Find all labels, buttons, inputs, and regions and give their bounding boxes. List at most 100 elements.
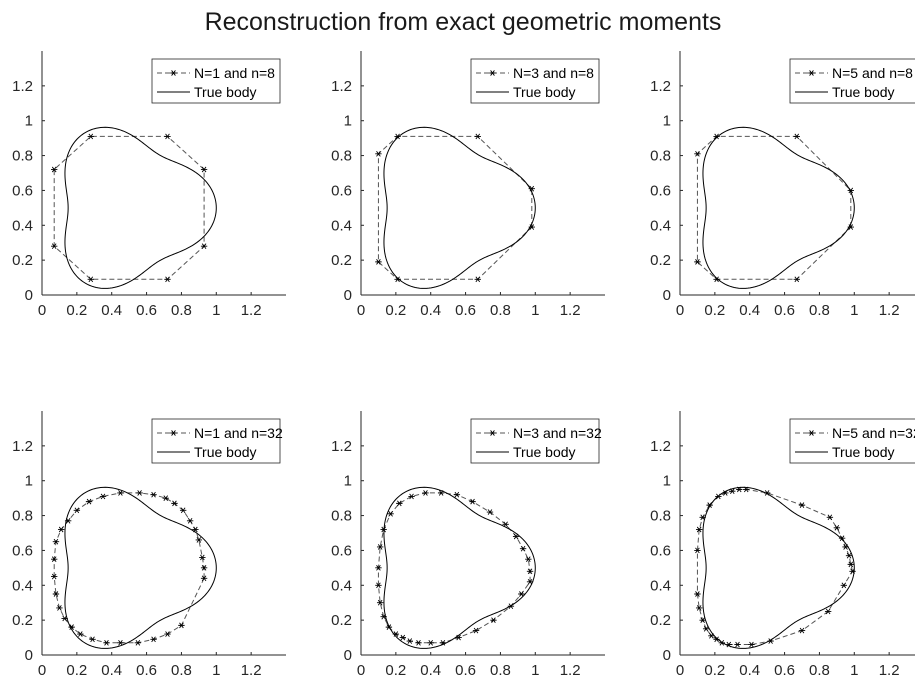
y-tick-label: 1 bbox=[25, 473, 33, 490]
y-tick-label: 0 bbox=[663, 647, 671, 664]
reconstruction-point bbox=[375, 565, 382, 571]
reconstruction-point bbox=[117, 490, 124, 496]
legend: N=5 and n=32 True body bbox=[789, 418, 915, 464]
y-tick-label: 0.8 bbox=[650, 148, 671, 165]
reconstruction-point bbox=[87, 133, 94, 140]
reconstruction-point bbox=[51, 573, 58, 580]
reconstruction-line bbox=[696, 488, 854, 646]
reconstruction-point bbox=[422, 490, 429, 496]
y-tick-label: 1.2 bbox=[331, 78, 352, 95]
y-tick-label: 0.6 bbox=[331, 182, 352, 199]
reconstruction-point bbox=[87, 276, 94, 283]
x-tick-label: 1.2 bbox=[241, 662, 262, 679]
y-tick-label: 0.2 bbox=[331, 612, 352, 629]
subplot-4: 0 0.2 0.4 0.6 0.8 1 1.2 0 0.2 0.4 0.6 0.8 1 1.2 N=1 an… bbox=[12, 411, 286, 679]
reconstruction-point bbox=[51, 556, 58, 562]
legend-label: N=5 and n=32 bbox=[832, 425, 915, 441]
reconstruction-point bbox=[694, 150, 701, 157]
reconstruction-point bbox=[375, 582, 382, 589]
reconstruction-point bbox=[408, 493, 415, 500]
y-tick-label: 1 bbox=[344, 113, 352, 130]
y-tick-label: 1.2 bbox=[12, 78, 33, 95]
reconstruction-point bbox=[171, 500, 178, 507]
legend-label: N=5 and n=8 bbox=[832, 65, 913, 81]
x-tick-label: 0 bbox=[357, 302, 365, 319]
subplot-1: 0 0.2 0.4 0.6 0.8 1 1.2 0 0.2 0.4 0.6 0.8 1 1.2 N=1 an… bbox=[12, 51, 286, 319]
reconstruction-point bbox=[164, 631, 171, 637]
y-tick-label: 1.2 bbox=[331, 438, 352, 455]
y-tick-label: 0.4 bbox=[331, 577, 352, 594]
y-tick-label: 0 bbox=[663, 287, 671, 304]
x-tick-label: 1 bbox=[850, 302, 858, 319]
reconstruction-point bbox=[162, 495, 169, 501]
reconstruction-point bbox=[200, 565, 208, 571]
y-tick-label: 1 bbox=[663, 473, 671, 490]
true-body-line bbox=[64, 126, 217, 289]
reconstruction-point bbox=[699, 617, 706, 623]
reconstruction-point bbox=[376, 599, 384, 606]
legend-label: N=3 and n=8 bbox=[513, 65, 594, 81]
reconstruction-point bbox=[56, 605, 63, 611]
reconstruction-point bbox=[793, 133, 800, 140]
reconstruction-point bbox=[199, 554, 206, 561]
reconstruction-point bbox=[376, 544, 384, 550]
reconstruction-point bbox=[427, 639, 434, 646]
legend: N=3 and n=8 True body bbox=[470, 58, 600, 104]
x-tick-label: 1 bbox=[531, 662, 539, 679]
y-tick-label: 0.2 bbox=[12, 252, 33, 269]
x-tick-label: 0.2 bbox=[704, 662, 725, 679]
reconstruction-point bbox=[200, 575, 208, 582]
legend-label: True body bbox=[832, 84, 895, 100]
reconstruction-point bbox=[525, 556, 532, 562]
y-tick-label: 0.8 bbox=[12, 148, 33, 165]
legend-star-marker bbox=[489, 430, 496, 436]
true-body-line bbox=[64, 486, 217, 649]
reconstruction-point bbox=[387, 510, 394, 517]
y-tick-label: 0.2 bbox=[650, 252, 671, 269]
reconstruction-point bbox=[472, 627, 480, 634]
legend-label: True body bbox=[513, 444, 576, 460]
legend-box bbox=[789, 418, 915, 464]
x-tick-label: 0.6 bbox=[774, 662, 795, 679]
x-tick-label: 0.8 bbox=[809, 662, 830, 679]
reconstruction-point bbox=[706, 502, 713, 508]
legend: N=3 and n=32 True body bbox=[470, 418, 602, 464]
reconstruction-point bbox=[702, 626, 710, 632]
reconstruction-point bbox=[474, 276, 481, 283]
reconstruction-point bbox=[394, 276, 401, 283]
legend-box bbox=[789, 58, 915, 104]
reconstruction-point bbox=[51, 243, 58, 250]
x-tick-label: 0.8 bbox=[809, 302, 830, 319]
x-tick-label: 1.2 bbox=[879, 302, 900, 319]
y-tick-label: 0.4 bbox=[331, 217, 352, 234]
reconstruction-point bbox=[150, 491, 157, 498]
reconstruction-point bbox=[793, 276, 800, 283]
legend-star-marker bbox=[489, 70, 496, 76]
reconstruction-point bbox=[490, 617, 497, 623]
legend-label: True body bbox=[513, 84, 576, 100]
legend: N=1 and n=32 True body bbox=[151, 418, 283, 464]
y-tick-label: 0 bbox=[25, 287, 33, 304]
true-body-line bbox=[383, 486, 536, 649]
x-tick-label: 0.8 bbox=[171, 662, 192, 679]
legend-label: N=1 and n=32 bbox=[194, 425, 283, 441]
y-tick-label: 0.8 bbox=[331, 508, 352, 525]
subplot-3: 0 0.2 0.4 0.6 0.8 1 1.2 0 0.2 0.4 0.6 0.8 1 1.2 N=5 an… bbox=[650, 51, 915, 319]
x-tick-label: 0 bbox=[676, 662, 684, 679]
reconstruction-point bbox=[840, 582, 848, 589]
legend-star-marker bbox=[808, 430, 815, 436]
x-tick-label: 1.2 bbox=[560, 302, 581, 319]
reconstruction-point bbox=[89, 636, 96, 643]
reconstruction-point bbox=[195, 537, 203, 543]
y-tick-label: 0.2 bbox=[331, 252, 352, 269]
reconstruction-point bbox=[518, 591, 525, 597]
x-tick-label: 0.4 bbox=[420, 662, 441, 679]
x-tick-label: 0.6 bbox=[136, 302, 157, 319]
reconstruction-point bbox=[99, 493, 107, 500]
legend: N=5 and n=8 True body bbox=[789, 58, 915, 104]
x-tick-label: 0 bbox=[676, 302, 684, 319]
y-tick-label: 1 bbox=[344, 473, 352, 490]
reconstruction-point bbox=[694, 259, 701, 265]
y-tick-label: 1.2 bbox=[650, 78, 671, 95]
x-tick-label: 0.4 bbox=[101, 302, 122, 319]
